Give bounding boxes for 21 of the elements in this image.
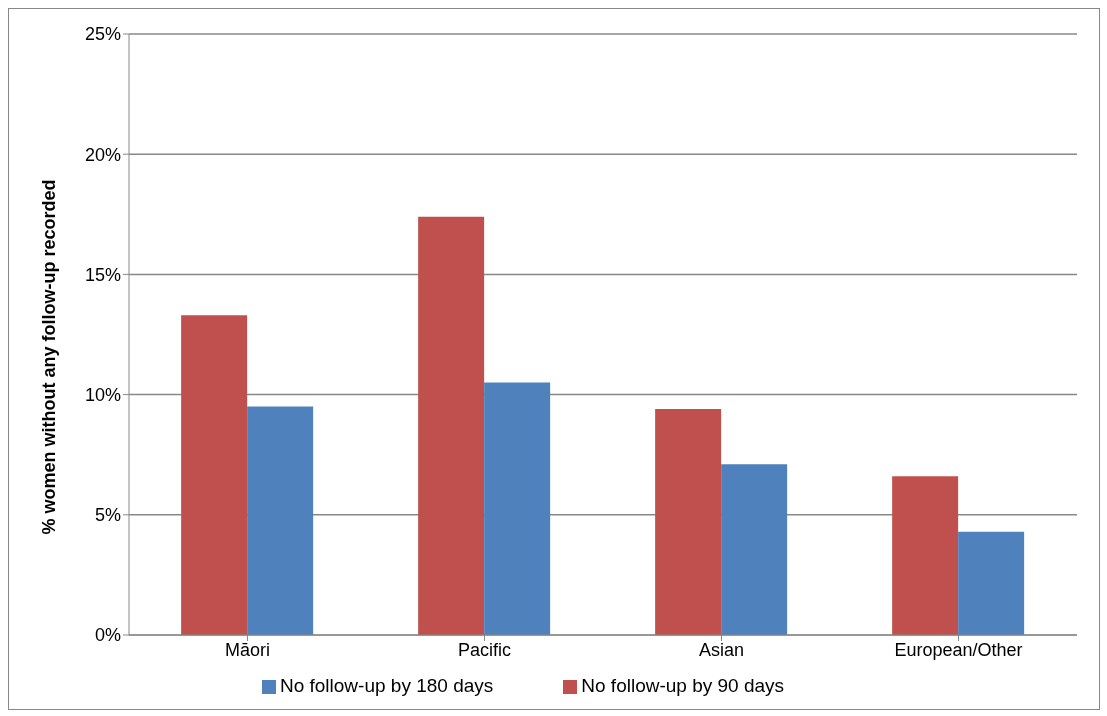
bar [655,409,722,635]
x-tick-label: Pacific [457,639,512,660]
bar [958,531,1025,635]
x-tick-label: Māori [224,639,271,660]
bar [418,216,485,635]
legend-label: No follow-up by 90 days [581,675,785,696]
bar [181,315,248,635]
y-tick-label: 10% [84,384,121,405]
legend-label: No follow-up by 180 days [279,675,494,696]
y-tick-label: 20% [84,144,121,165]
x-tick-label: European/Other [894,639,1023,660]
y-axis-title: % women without any follow-up recorded [39,179,60,535]
bar [892,476,959,635]
y-tick-label: 25% [84,24,121,45]
bar [247,406,314,635]
x-tick-label: Asian [698,639,745,660]
y-tick-label: 0% [94,625,121,646]
y-tick-label: 5% [94,505,121,526]
bar [484,382,551,635]
y-tick-label: 15% [84,264,121,285]
bar [721,464,788,635]
